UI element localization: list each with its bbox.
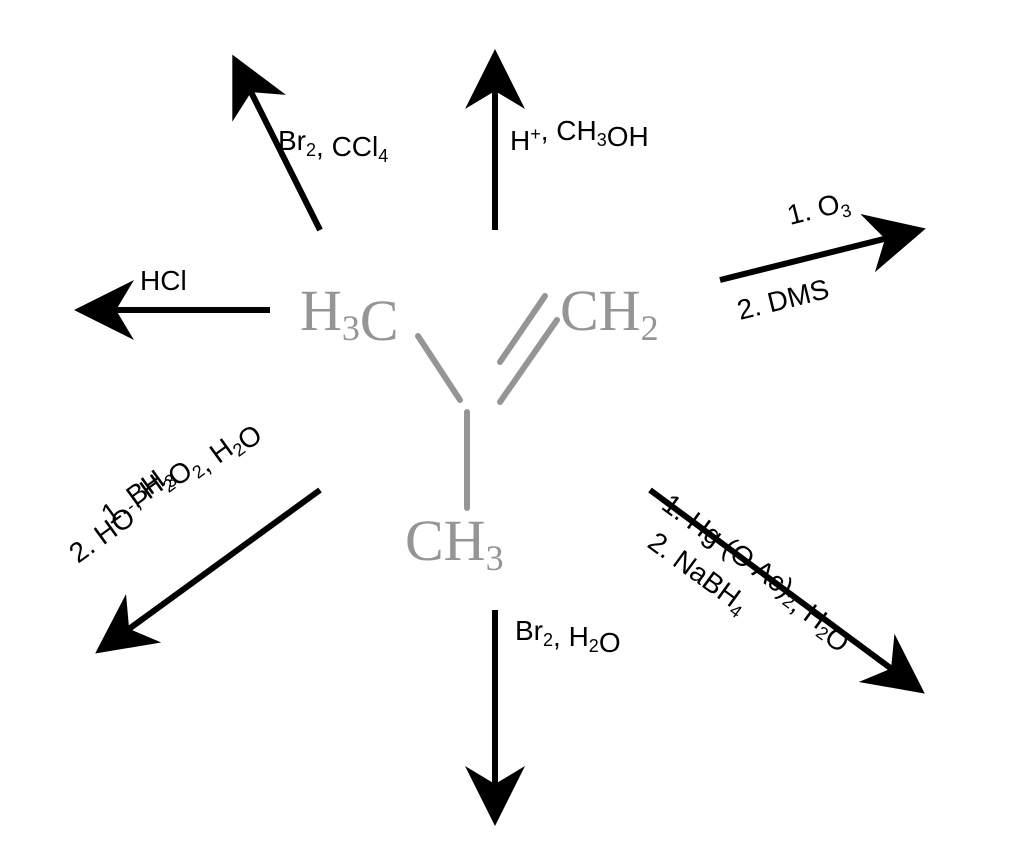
label-left-text: HCl bbox=[140, 265, 187, 296]
label-top-text: H+, CH3OH bbox=[510, 115, 649, 156]
label-top-left: Br2, CCl4 bbox=[278, 125, 388, 166]
atom-ch2: CH2 bbox=[560, 278, 659, 348]
label-left: HCl bbox=[140, 265, 187, 296]
arrow-right-upper bbox=[720, 230, 920, 280]
label-top: H+, CH3OH bbox=[510, 115, 649, 156]
label-bottom: Br2, H2O bbox=[515, 615, 621, 658]
arrow-shaft-right-upper bbox=[720, 230, 920, 280]
atom-ch3: CH3 bbox=[405, 508, 504, 578]
bond-0 bbox=[418, 336, 460, 400]
label-top-left-text: Br2, CCl4 bbox=[278, 125, 388, 166]
molecule-isobutylene: H3C CH2 CH3 bbox=[300, 278, 659, 578]
label-right-upper-below-text: 2. DMS bbox=[734, 273, 832, 326]
label-bottom-text: Br2, H2O bbox=[515, 615, 621, 658]
label-right-upper-above: 1. O3 bbox=[784, 186, 854, 235]
label-right-upper-above-text: 1. O3 bbox=[784, 186, 854, 235]
atom-h3c: H3C bbox=[300, 278, 399, 353]
bond-1 bbox=[500, 320, 557, 402]
label-right-upper-below: 2. DMS bbox=[734, 273, 832, 326]
reaction-diagram: H3C CH2 CH3 Br2, CCl4 H+, CH3OH 1. O3 2. DMS HC… bbox=[0, 0, 1024, 860]
